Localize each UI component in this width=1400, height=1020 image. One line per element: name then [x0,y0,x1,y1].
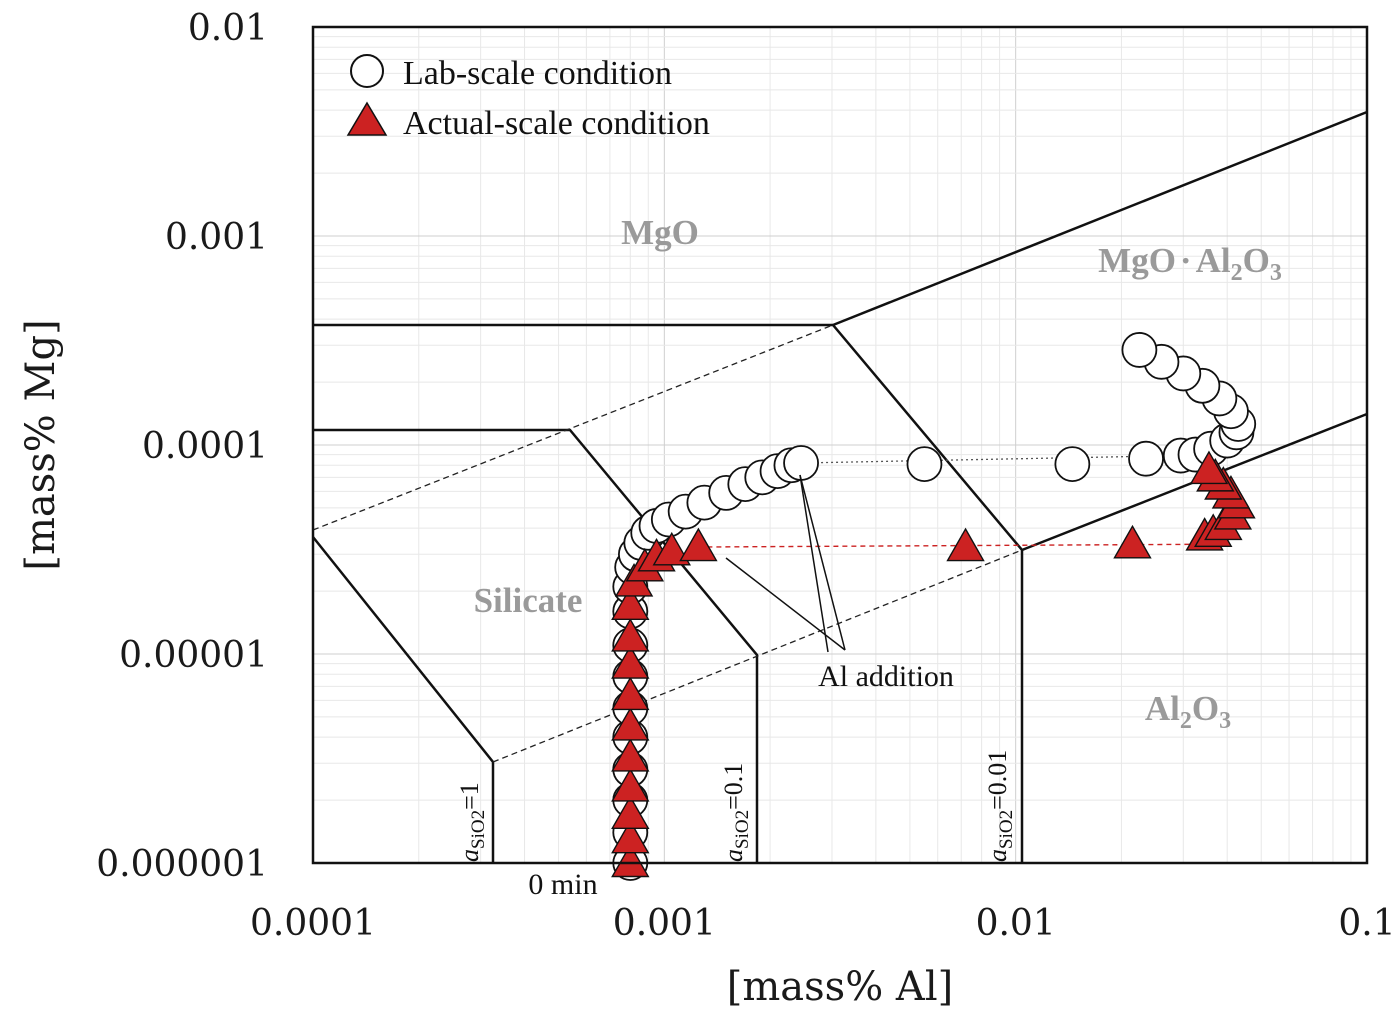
actual-point [611,676,650,711]
lab-jump-line [801,454,1181,464]
svg-text:aSiO2=0.1: aSiO2=0.1 [719,763,753,862]
al2o3-al: Al [1145,689,1180,728]
legend-lab-marker [350,54,384,88]
region-label-spinel: MgO · Al2O3 [1098,241,1282,286]
region-label-mgo: MgO [621,213,699,252]
lab-point [1128,440,1164,477]
al2o3-o: O [1192,689,1219,728]
x-axis-title: [mass% Al] [727,964,953,1010]
al-addition-pointer-1 [725,557,846,651]
activity-label-0-01: aSiO2=0.01 [983,750,1017,862]
al-addition-pointer-2 [799,474,846,651]
y-axis-title: [mass% Mg] [18,319,64,570]
y-tick-labels: 0.000001 0.00001 0.0001 0.001 0.01 [96,8,268,885]
region-label-silicate: Silicate [474,581,583,620]
svg-text:aSiO2=1: aSiO2=1 [455,782,489,862]
x-tick-labels: 0.0001 0.001 0.01 0.1 [250,903,1396,944]
x-tick-label: 0.01 [976,903,1056,944]
actual-point [611,819,650,854]
actual-point [611,618,650,652]
x-tick-label: 0.0001 [250,903,376,944]
boundary-line [832,110,1368,327]
al2o3-sub2: 3 [1219,708,1231,734]
lab-point [1121,332,1158,368]
y-tick-label: 0.01 [188,8,268,49]
actual-point [611,738,650,772]
lab-point [906,446,943,483]
actual-point [611,843,650,878]
boundary-line [313,428,759,863]
actual-point [679,527,718,562]
actual-point [611,767,650,802]
y-tick-label: 0.000001 [96,844,268,885]
actual-jump-line [698,543,1205,548]
svg-text:aSiO2=0.01: aSiO2=0.01 [983,750,1017,862]
spinel-o: O [1243,241,1270,280]
connection-lines [698,454,1205,548]
activity-label-1: aSiO2=1 [455,782,489,862]
y-tick-label: 0.001 [165,217,268,258]
spinel-sub2: 3 [1270,260,1282,286]
lab-scale-series [612,332,1257,881]
boundary-line [313,323,1024,863]
lab-point [783,445,819,481]
legend: Lab-scale condition Actual-scale conditi… [346,54,710,142]
x-tick-label: 0.1 [1338,903,1395,944]
boundary-dashed-line [312,324,834,531]
y-tick-label: 0.0001 [142,426,268,467]
spinel-dot: · [1180,241,1192,280]
actual-scale-series [611,450,1256,878]
actual-point [1113,524,1152,559]
al-addition-label: Al addition [818,660,954,693]
actual-point [611,645,650,679]
legend-lab-label: Lab-scale condition [403,55,672,92]
spinel-mgo: MgO [1098,241,1176,280]
x-tick-label: 0.001 [613,903,716,944]
zero-min-label: 0 min [528,868,597,901]
y-tick-label: 0.00001 [119,635,268,676]
plot-frame [311,25,1369,865]
al-addition-pointer-3 [799,474,829,653]
actual-point [611,586,650,621]
spinel-al: Al [1196,241,1231,280]
actual-point [1189,450,1229,485]
actual-point [611,795,650,830]
legend-actual-marker [346,101,388,136]
region-label-al2o3: Al2O3 [1145,689,1231,734]
actual-point [946,527,985,562]
legend-actual-label: Actual-scale condition [403,105,710,142]
actual-point [611,707,650,741]
lab-point [1054,446,1091,483]
phase-boundaries [312,110,1368,863]
boundary-dashed-line [492,549,1023,763]
spinel-sub1: 2 [1231,260,1243,286]
actual-point [652,531,691,566]
activity-label-0-1: aSiO2=0.1 [719,763,753,862]
al2o3-sub1: 2 [1180,708,1192,734]
al-addition-callout: Al addition [725,474,954,693]
